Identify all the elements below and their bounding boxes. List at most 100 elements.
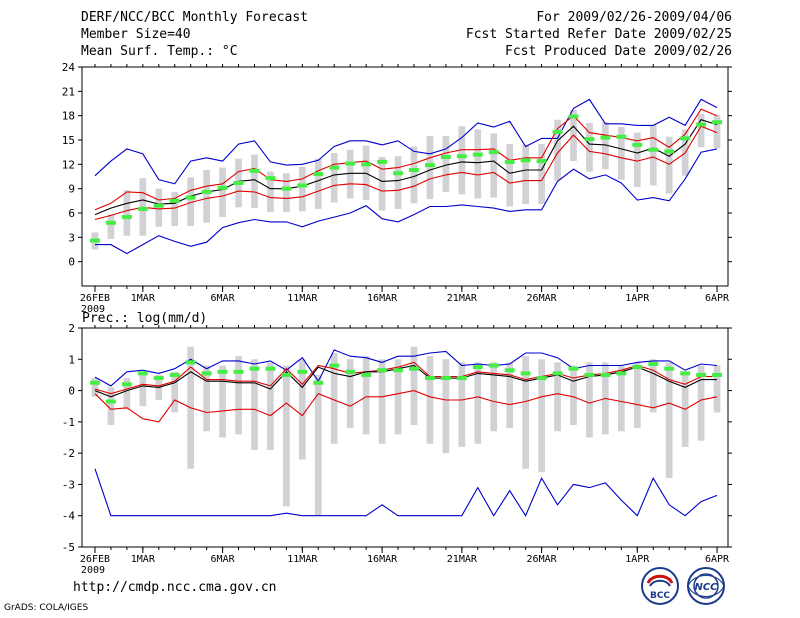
chart2-series-min <box>94 468 718 517</box>
chart2-clim-marker <box>424 376 435 381</box>
chart1-series-min <box>95 148 718 255</box>
chart2-clim-marker <box>712 372 722 377</box>
start-refer-date: Fcst Started Refer Date 2009/02/25 <box>465 27 732 42</box>
chart2-spread-box <box>235 356 242 435</box>
chart2-clim-marker <box>265 366 276 371</box>
chart2-ytick-label: -3 <box>62 478 75 491</box>
chart2-clim-marker <box>616 371 627 376</box>
chart2-xtick-label: 1APR <box>625 554 650 565</box>
chart2-spread-box <box>362 356 370 435</box>
chart1-clim-marker <box>520 158 531 163</box>
chart1-spread-box <box>267 171 274 213</box>
chart2-spread-box <box>713 365 721 413</box>
chart2-clim-marker <box>680 371 691 376</box>
chart1-clim-marker <box>648 147 659 152</box>
chart1-clim-marker <box>536 159 547 164</box>
chart1-spread-box <box>394 156 402 209</box>
chart1-spread-box <box>665 136 673 194</box>
chart1-clim-marker <box>616 134 627 139</box>
chart1-ytick-label: 3 <box>68 231 75 244</box>
chart2-spread-box <box>378 359 386 444</box>
chart1-clim-marker <box>105 220 116 225</box>
chart2-spread-box <box>394 359 402 435</box>
chart1-spread-box <box>474 129 482 199</box>
chart2-clim-marker <box>137 371 148 376</box>
chart1-spread-box <box>298 166 306 212</box>
chart2-clim-marker <box>568 366 579 371</box>
chart2-spread-box <box>283 365 290 507</box>
chart2-clim-marker <box>345 369 356 374</box>
chart2-spread-box <box>570 365 577 425</box>
chart1-clim-marker <box>424 163 435 168</box>
chart1-clim-marker <box>233 180 244 185</box>
chart2-xtick-label: 26MAR <box>527 554 558 565</box>
chart2-spread-box <box>107 387 115 425</box>
chart1-xtick-label: 1MAR <box>131 293 156 304</box>
chart2-clim-marker <box>281 372 292 377</box>
source-url[interactable]: http://cmdp.ncc.cma.gov.cn <box>73 580 277 595</box>
chart1-clim-marker <box>696 122 707 127</box>
chart2-spread-box <box>410 346 418 425</box>
chart2-clim-marker <box>105 399 116 404</box>
chart1-spread-box <box>697 114 705 148</box>
chart1-clim-marker <box>712 120 722 125</box>
chart2-ytick-label: -4 <box>62 510 76 523</box>
chart2-ytick-label: 2 <box>68 322 75 335</box>
chart2-clim-marker <box>584 372 595 377</box>
chart1-spread-box <box>187 177 195 226</box>
chart2-spread-box <box>346 359 354 429</box>
chart1-clim-marker <box>361 162 372 167</box>
chart1-ytick-label: 9 <box>68 183 75 196</box>
chart2-spread-box <box>91 378 99 397</box>
chart1-xtick-label: 11MAR <box>287 293 318 304</box>
chart1-spread-box <box>602 122 609 170</box>
chart1-spread-box <box>633 132 641 188</box>
chart2-clim-marker <box>488 363 499 368</box>
chart2-spread-box <box>267 362 274 451</box>
chart1-frame <box>81 66 729 287</box>
chart2-clim-marker <box>153 376 164 381</box>
chart2-spread-box <box>617 365 625 432</box>
chart2-xtick-label: 6APR <box>705 554 730 565</box>
chart1-clim-marker <box>552 129 563 134</box>
chart2-ytick-label: 0 <box>68 385 75 398</box>
chart1-spread-box <box>155 188 163 227</box>
chart1-ytick-label: 18 <box>62 110 75 123</box>
chart1-spread-box <box>617 127 625 180</box>
chart1-series-median <box>94 119 718 216</box>
chart2-clim-marker <box>648 361 659 366</box>
chart2-spread-box <box>139 374 147 407</box>
chart1-xtick-label: 1APR <box>625 293 650 304</box>
chart2-spread-box <box>251 359 258 451</box>
chart1-clim-marker <box>393 171 403 176</box>
chart1-xtick-label: 16MAR <box>367 293 398 304</box>
chart2-clim-marker <box>329 363 340 368</box>
chart2-spread-box <box>633 362 641 429</box>
chart1-spread-box <box>538 144 545 205</box>
chart1-spread-box <box>123 190 131 236</box>
chart1-spread-box <box>251 154 258 209</box>
chart2-clim-marker <box>297 369 308 374</box>
chart1-clim-marker <box>265 176 276 181</box>
ncc-logo-text: NCC <box>694 582 718 593</box>
chart1-clim-marker <box>377 159 388 164</box>
chart1-spread-box <box>219 167 226 218</box>
chart1-clim-marker <box>680 136 691 141</box>
chart1-clim-marker <box>488 150 499 155</box>
chart1-series-max <box>94 98 718 185</box>
chart1-ytick-label: 6 <box>68 207 75 220</box>
bcc-logo: BCC <box>641 567 679 605</box>
member-size: Member Size=40 <box>81 27 191 42</box>
chart1-clim-marker <box>169 198 180 203</box>
chart2-series-max <box>94 349 718 387</box>
chart2-clim-marker <box>169 372 180 377</box>
chart1-spread-box <box>442 135 450 192</box>
chart2-clim-marker <box>696 372 707 377</box>
chart2-year-label: 2009 <box>81 565 105 576</box>
chart2-clim-marker <box>552 371 563 376</box>
chart2-spread-box <box>314 374 322 516</box>
chart2-spread-box <box>522 356 529 469</box>
chart1-xtick-label: 6APR <box>705 293 730 304</box>
chart2-clim-marker <box>664 366 675 371</box>
chart1-clim-marker <box>313 172 324 177</box>
